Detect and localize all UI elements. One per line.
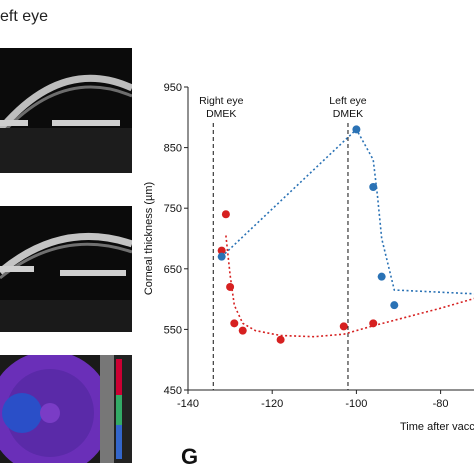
right-eye-point [369,319,378,328]
right-eye-point [339,322,348,331]
right-eye-point [230,319,239,328]
oct-scan-image-top [0,48,132,173]
left-eye-point [352,125,361,134]
dmek-annotation-label: Right eye [199,95,244,107]
left-eye-point [369,182,378,191]
corneal-topography-map [0,355,132,463]
right-eye-point [238,326,247,335]
right-eye-point [226,282,235,291]
x-tick-label: -80 [433,398,449,410]
y-tick-label: 950 [164,82,182,94]
x-tick-label: -100 [345,398,367,410]
x-tick-label: -120 [261,398,283,410]
y-tick-label: 750 [164,203,182,215]
panel-title: eft eye [0,8,49,25]
y-tick-label: 850 [164,143,182,155]
y-tick-label: 650 [164,264,182,276]
dmek-annotation-label: DMEK [206,108,236,120]
dmek-annotation-label: DMEK [333,108,363,120]
left-eye-point [377,272,386,281]
x-axis-label: Time after vacc [400,421,474,433]
dmek-annotation-label: Left eye [329,95,367,107]
y-axis-label: Corneal thickness (µm) [143,182,155,295]
oct-scan-image-bottom [0,206,132,332]
right-eye-trend-line [225,235,474,338]
x-tick-label: -140 [177,398,199,410]
left-eye-point [217,252,226,261]
panel-letter: G [181,444,199,469]
left-eye-point [390,301,399,310]
right-eye-point [276,335,285,344]
right-eye-point [217,246,226,255]
y-tick-label: 550 [164,324,182,336]
y-tick-label: 450 [164,385,182,397]
right-eye-point [221,210,230,219]
